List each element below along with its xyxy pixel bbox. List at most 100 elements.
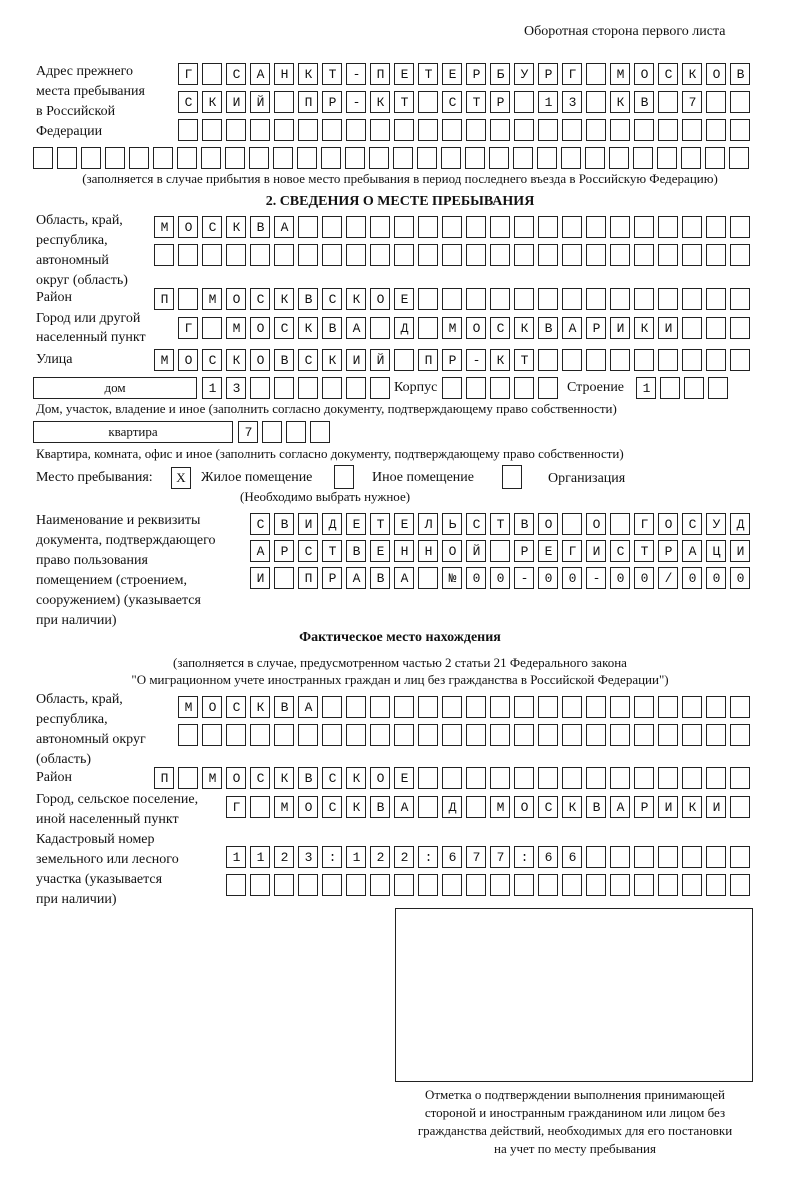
char-cell[interactable]	[250, 317, 270, 339]
flat-type-field[interactable]: квартира	[33, 421, 233, 443]
char-cell[interactable]	[538, 513, 558, 535]
char-cell[interactable]	[418, 696, 438, 718]
char-cell[interactable]	[730, 91, 750, 113]
char-cell[interactable]	[466, 119, 486, 141]
char-cell[interactable]	[490, 244, 510, 266]
char-cell[interactable]	[562, 567, 582, 589]
char-cell[interactable]	[250, 349, 270, 371]
char-cell[interactable]	[586, 696, 606, 718]
char-cell[interactable]	[298, 513, 318, 535]
char-cell[interactable]	[250, 119, 270, 141]
char-cell[interactable]	[178, 244, 198, 266]
char-cell[interactable]	[489, 147, 509, 169]
char-cell[interactable]	[274, 91, 294, 113]
char-cell[interactable]	[346, 767, 366, 789]
char-cell[interactable]	[274, 288, 294, 310]
char-cell[interactable]	[154, 767, 174, 789]
char-cell[interactable]	[610, 288, 630, 310]
place-option-organization-checkbox[interactable]	[502, 465, 522, 489]
char-cell[interactable]	[322, 513, 342, 535]
char-cell[interactable]	[634, 874, 654, 896]
char-cell[interactable]	[658, 119, 678, 141]
char-cell[interactable]	[226, 696, 246, 718]
char-cell[interactable]	[538, 796, 558, 818]
char-cell[interactable]	[202, 119, 222, 141]
char-cell[interactable]	[730, 567, 750, 589]
char-cell[interactable]	[682, 216, 702, 238]
char-cell[interactable]	[394, 724, 414, 746]
char-cell[interactable]	[322, 796, 342, 818]
char-cell[interactable]	[346, 724, 366, 746]
char-cell[interactable]	[538, 244, 558, 266]
char-cell[interactable]	[682, 874, 702, 896]
char-cell[interactable]	[202, 288, 222, 310]
char-cell[interactable]	[178, 216, 198, 238]
char-cell[interactable]	[610, 846, 630, 868]
char-cell[interactable]	[81, 147, 101, 169]
char-cell[interactable]	[586, 119, 606, 141]
char-cell[interactable]	[178, 119, 198, 141]
char-cell[interactable]	[538, 724, 558, 746]
char-cell[interactable]	[586, 767, 606, 789]
char-cell[interactable]	[490, 349, 510, 371]
char-cell[interactable]	[418, 288, 438, 310]
char-cell[interactable]	[658, 846, 678, 868]
char-cell[interactable]	[129, 147, 149, 169]
char-cell[interactable]	[490, 796, 510, 818]
char-cell[interactable]	[370, 288, 390, 310]
char-cell[interactable]	[274, 724, 294, 746]
char-cell[interactable]	[490, 724, 510, 746]
char-cell[interactable]	[418, 540, 438, 562]
char-cell[interactable]	[658, 874, 678, 896]
char-cell[interactable]	[706, 244, 726, 266]
char-cell[interactable]	[394, 767, 414, 789]
char-cell[interactable]	[586, 349, 606, 371]
char-cell[interactable]	[682, 119, 702, 141]
char-cell[interactable]	[297, 147, 317, 169]
char-cell[interactable]	[346, 244, 366, 266]
char-cell[interactable]	[514, 288, 534, 310]
char-cell[interactable]	[274, 244, 294, 266]
char-cell[interactable]	[706, 63, 726, 85]
char-cell[interactable]	[418, 63, 438, 85]
char-cell[interactable]	[393, 147, 413, 169]
char-cell[interactable]	[298, 796, 318, 818]
char-cell[interactable]	[562, 513, 582, 535]
char-cell[interactable]	[178, 288, 198, 310]
char-cell[interactable]	[682, 349, 702, 371]
char-cell[interactable]	[442, 377, 462, 399]
char-cell[interactable]	[682, 696, 702, 718]
char-cell[interactable]	[442, 874, 462, 896]
char-cell[interactable]	[274, 216, 294, 238]
char-cell[interactable]	[490, 767, 510, 789]
char-cell[interactable]	[298, 377, 318, 399]
char-cell[interactable]	[394, 567, 414, 589]
char-cell[interactable]	[442, 724, 462, 746]
char-cell[interactable]	[682, 767, 702, 789]
char-cell[interactable]	[418, 119, 438, 141]
char-cell[interactable]	[226, 724, 246, 746]
char-cell[interactable]	[610, 796, 630, 818]
char-cell[interactable]	[154, 244, 174, 266]
char-cell[interactable]	[636, 377, 656, 399]
char-cell[interactable]	[730, 244, 750, 266]
char-cell[interactable]	[682, 724, 702, 746]
char-cell[interactable]	[370, 119, 390, 141]
char-cell[interactable]	[178, 724, 198, 746]
char-cell[interactable]	[394, 696, 414, 718]
char-cell[interactable]	[370, 63, 390, 85]
char-cell[interactable]	[562, 349, 582, 371]
char-cell[interactable]	[154, 349, 174, 371]
char-cell[interactable]	[322, 874, 342, 896]
char-cell[interactable]	[418, 874, 438, 896]
char-cell[interactable]	[442, 216, 462, 238]
char-cell[interactable]	[562, 288, 582, 310]
char-cell[interactable]	[514, 540, 534, 562]
char-cell[interactable]	[610, 349, 630, 371]
char-cell[interactable]	[346, 846, 366, 868]
char-cell[interactable]	[682, 540, 702, 562]
char-cell[interactable]	[514, 846, 534, 868]
char-cell[interactable]	[682, 513, 702, 535]
char-cell[interactable]	[634, 540, 654, 562]
char-cell[interactable]	[538, 846, 558, 868]
